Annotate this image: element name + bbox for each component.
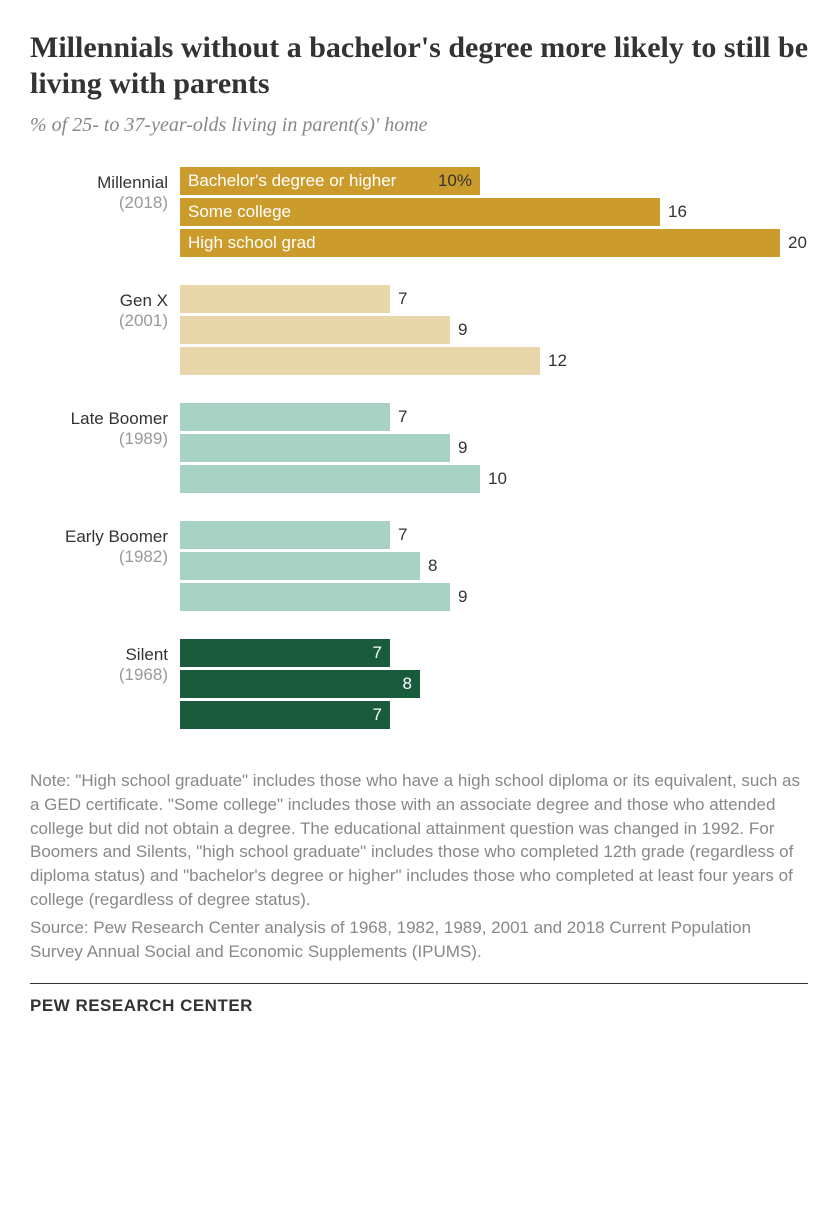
bar <box>180 434 450 462</box>
group-name: Millennial <box>30 173 168 193</box>
bar-value: 7 <box>390 407 407 427</box>
bar-row: Some college 16 <box>180 198 808 226</box>
bar-category-label: Bachelor's degree or higher <box>180 171 396 191</box>
bar: 7 <box>180 639 390 667</box>
group-name: Early Boomer <box>30 527 168 547</box>
group-name: Silent <box>30 645 168 665</box>
bar-row: 12 <box>180 347 808 375</box>
bar <box>180 465 480 493</box>
group-year: (2018) <box>30 193 168 213</box>
bar-value: 9 <box>450 320 467 340</box>
bar-value: 7 <box>390 525 407 545</box>
group-year: (1989) <box>30 429 168 449</box>
bar-row: 7 <box>180 701 808 729</box>
group-label: Silent(1968) <box>30 639 180 729</box>
bar: Some college <box>180 198 660 226</box>
bar-value: 8 <box>403 674 412 694</box>
chart-group: Gen X(2001) 7 9 12 <box>30 285 808 375</box>
bar <box>180 285 390 313</box>
bars-container: Bachelor's degree or higher 10% Some colle… <box>180 167 808 257</box>
bar: 8 <box>180 670 420 698</box>
group-name: Late Boomer <box>30 409 168 429</box>
bar-row: 7 <box>180 403 808 431</box>
bar-row: Bachelor's degree or higher 10% <box>180 167 808 195</box>
footer-attribution: PEW RESEARCH CENTER <box>30 996 808 1016</box>
footer-divider <box>30 983 808 984</box>
bar-value: 7 <box>373 705 382 725</box>
chart-group: Late Boomer(1989) 7 9 10 <box>30 403 808 493</box>
bar: High school grad <box>180 229 780 257</box>
bar-row: 8 <box>180 670 808 698</box>
group-label: Gen X(2001) <box>30 285 180 375</box>
bar-row: 9 <box>180 316 808 344</box>
bar <box>180 403 390 431</box>
bars-container: 7 8 7 <box>180 639 808 729</box>
group-label: Late Boomer(1989) <box>30 403 180 493</box>
bar-value: 10 <box>480 469 507 489</box>
group-year: (1982) <box>30 547 168 567</box>
bar-value: 9 <box>450 438 467 458</box>
chart-source: Source: Pew Research Center analysis of … <box>30 916 808 964</box>
chart-title: Millennials without a bachelor's degree … <box>30 30 808 102</box>
bar <box>180 347 540 375</box>
bar <box>180 552 420 580</box>
bar-category-label: Some college <box>180 202 291 222</box>
group-year: (1968) <box>30 665 168 685</box>
bar-row: 9 <box>180 434 808 462</box>
chart-group: Silent(1968) 7 8 7 <box>30 639 808 729</box>
chart-subtitle: % of 25- to 37-year-olds living in paren… <box>30 114 808 137</box>
bar-value: 16 <box>660 202 687 222</box>
bar-row: 10 <box>180 465 808 493</box>
bar-category-label: High school grad <box>180 233 316 253</box>
bar-value: 7 <box>373 643 382 663</box>
bars-container: 789 <box>180 521 808 611</box>
chart-group: Early Boomer(1982)789 <box>30 521 808 611</box>
bar: Bachelor's degree or higher 10% <box>180 167 480 195</box>
bar <box>180 521 390 549</box>
bar-row: 7 <box>180 521 808 549</box>
chart-area: Millennial(2018)Bachelor's degree or hig… <box>30 167 808 729</box>
group-label: Early Boomer(1982) <box>30 521 180 611</box>
bar-row: High school grad 20 <box>180 229 808 257</box>
group-label: Millennial(2018) <box>30 167 180 257</box>
bar-value: 8 <box>420 556 437 576</box>
bar <box>180 583 450 611</box>
group-year: (2001) <box>30 311 168 331</box>
group-name: Gen X <box>30 291 168 311</box>
bar <box>180 316 450 344</box>
bar-row: 7 <box>180 639 808 667</box>
bar: 7 <box>180 701 390 729</box>
chart-group: Millennial(2018)Bachelor's degree or hig… <box>30 167 808 257</box>
bar-value: 9 <box>450 587 467 607</box>
bar-value: 12 <box>540 351 567 371</box>
bar-value: 10% <box>438 171 472 191</box>
bar-row: 9 <box>180 583 808 611</box>
bars-container: 7 9 12 <box>180 285 808 375</box>
chart-note: Note: "High school graduate" includes th… <box>30 769 808 912</box>
bar-value: 20 <box>780 233 807 253</box>
bar-row: 7 <box>180 285 808 313</box>
bar-row: 8 <box>180 552 808 580</box>
bar-value: 7 <box>390 289 407 309</box>
bars-container: 7 9 10 <box>180 403 808 493</box>
